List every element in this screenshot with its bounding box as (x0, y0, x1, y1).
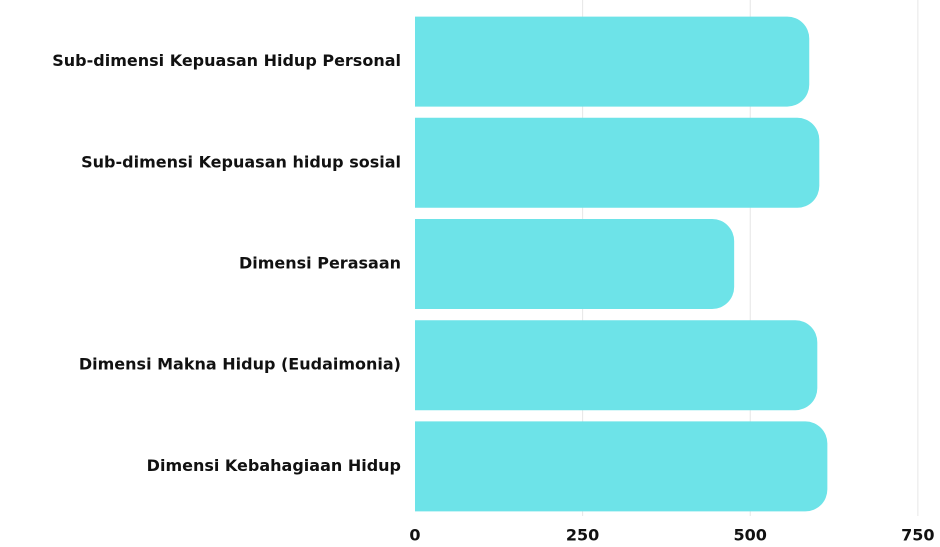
x-tick-label: 500 (734, 526, 767, 545)
y-tick-label: Dimensi Makna Hidup (Eudaimonia) (79, 355, 401, 374)
x-tick-label: 750 (901, 526, 934, 545)
x-tick-label: 250 (566, 526, 599, 545)
bar (415, 219, 735, 309)
y-tick-label: Dimensi Kebahagiaan Hidup (147, 456, 401, 475)
y-tick-label: Sub-dimensi Kepuasan Hidup Personal (52, 51, 401, 70)
bar (415, 320, 818, 411)
x-tick-label: 0 (409, 526, 420, 545)
bar (415, 16, 810, 107)
bar (415, 421, 828, 512)
y-tick-label: Dimensi Perasaan (239, 254, 401, 273)
bar (415, 117, 820, 208)
y-tick-label: Sub-dimensi Kepuasan hidup sosial (81, 152, 401, 171)
